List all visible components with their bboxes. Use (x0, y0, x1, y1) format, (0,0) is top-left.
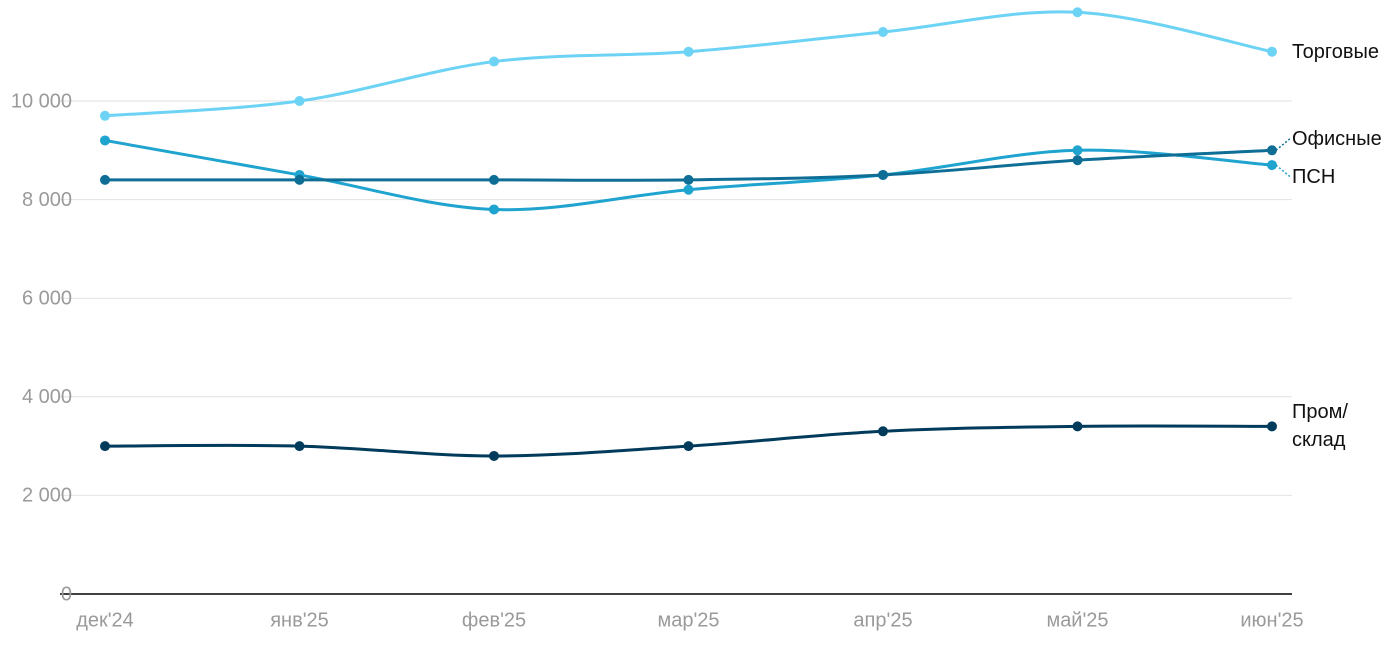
data-point (1072, 7, 1083, 18)
data-point (878, 169, 888, 180)
data-point (683, 184, 694, 195)
data-point (683, 441, 694, 452)
data-point (489, 56, 499, 67)
y-tick-label: 0 (61, 583, 72, 605)
data-point (1267, 160, 1277, 171)
grid (60, 100, 1292, 595)
data-point (489, 204, 499, 215)
data-point (100, 174, 110, 185)
series-label: ПСН (1292, 165, 1336, 188)
series-line (104, 424, 1273, 458)
data-point (1072, 421, 1083, 432)
y-tick-label: 4 000 (22, 386, 72, 408)
data-point (100, 110, 110, 121)
y-tick-label: 2 000 (22, 485, 72, 507)
x-tick-label: июн'25 (1240, 609, 1303, 631)
x-tick-label: дек'24 (76, 609, 134, 631)
x-tick-label: май'25 (1046, 609, 1108, 631)
x-tick-label: мар'25 (657, 609, 719, 631)
series-label: Торговые (1292, 40, 1380, 63)
data-point (878, 426, 888, 437)
data-point (683, 46, 694, 57)
data-point (1267, 145, 1277, 156)
data-point (683, 174, 694, 185)
y-tick-label: 8 000 (22, 189, 72, 211)
data-point (1072, 145, 1083, 156)
data-point (100, 135, 110, 146)
data-point (1267, 46, 1277, 57)
data-point (100, 441, 110, 452)
data-point (489, 450, 499, 461)
data-point (489, 174, 499, 185)
x-tick-label: фев'25 (462, 609, 526, 631)
x-tick-label: янв'25 (270, 609, 329, 631)
data-point (294, 441, 305, 452)
data-point (294, 96, 305, 106)
y-tick-label: 6 000 (22, 287, 72, 309)
data-point (294, 174, 305, 185)
series-label: Пром/ склад (1292, 401, 1348, 452)
y-tick-label: 10 000 (11, 90, 72, 112)
label-leader (1275, 138, 1291, 151)
label-leader (1275, 164, 1291, 178)
data-point (1072, 155, 1083, 166)
x-tick-label: апр'25 (853, 609, 912, 631)
series-line (104, 10, 1273, 118)
data-point (878, 26, 888, 37)
data-point (1267, 421, 1277, 432)
series-label: Офисные (1292, 127, 1382, 150)
